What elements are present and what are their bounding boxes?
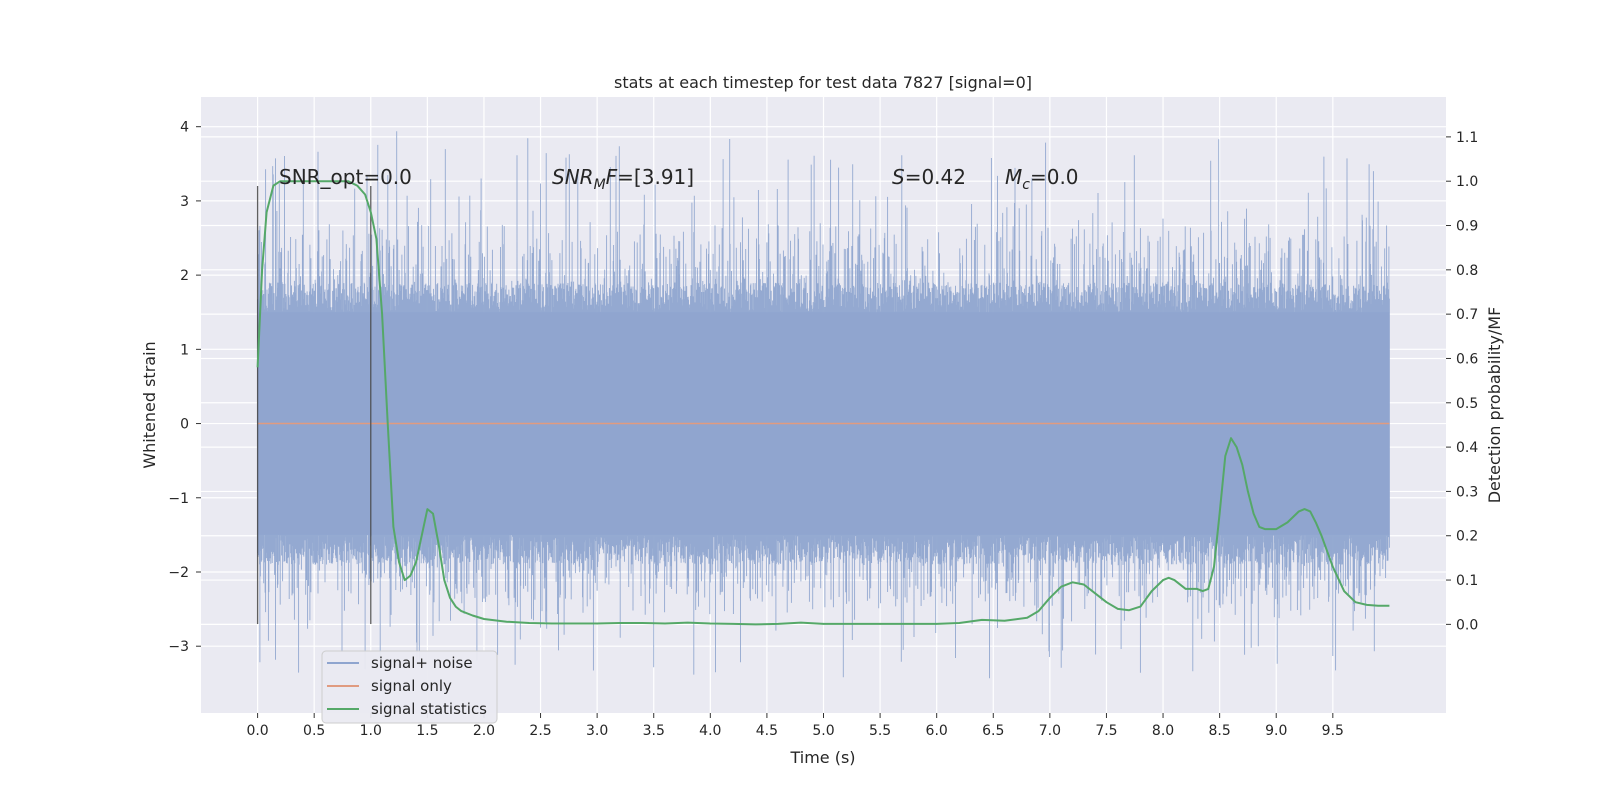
- x-tick-label: 6.5: [982, 723, 1004, 739]
- axes-layer: 0.0 0.5 1.0 1.5 2.0 2.5 3.0 3.5 4.0 4.5 5.0 5.5 6.0 6…: [168, 120, 1478, 739]
- x-tick-label: 7.0: [1039, 723, 1061, 739]
- y-axis-label: Whitened strain: [140, 341, 159, 468]
- s-symbol: S: [892, 165, 905, 189]
- annotations: SNR_opt=0.0 SNRMF=[3.91] S=0.42 Mc=0.0: [279, 165, 1079, 193]
- y-tick-label: 1: [180, 342, 189, 358]
- x-tick-label: 4.5: [756, 723, 778, 739]
- legend-box: [321, 650, 498, 724]
- legend: signal+ noise signal only signal statist…: [321, 650, 498, 724]
- y-right-tick-label: 0.5: [1456, 396, 1478, 412]
- y-right-tick-label: 0.1: [1456, 573, 1478, 589]
- y-right-tick-label: 0.3: [1456, 484, 1478, 500]
- x-tick-label: 3.5: [643, 723, 665, 739]
- x-tick-label: 7.5: [1095, 723, 1117, 739]
- annotation-snr-mf: SNRMF=[3.91]: [552, 165, 694, 193]
- x-axis-label: Time (s): [789, 748, 855, 767]
- x-tick-label: 8.5: [1209, 723, 1231, 739]
- legend-label-signal: signal only: [371, 677, 452, 695]
- y-right-tick-label: 0.6: [1456, 351, 1478, 367]
- y-tick-label: 2: [180, 268, 189, 284]
- signal-statistics-line: [256, 180, 1390, 626]
- legend-label-stats: signal statistics: [371, 700, 487, 718]
- x-tick-label: 6.0: [926, 723, 948, 739]
- x-tick-label: 1.5: [416, 723, 438, 739]
- x-tick-label: 9.0: [1265, 723, 1287, 739]
- x-tick-label: 2.5: [529, 723, 551, 739]
- y-tick-label: −1: [168, 491, 189, 507]
- y-right-axis-label: Detection probability/MF: [1485, 307, 1504, 504]
- annotation-snr-opt: SNR_opt=0.0: [279, 165, 412, 189]
- x-tick-label: 5.5: [869, 723, 891, 739]
- snr-mf-subscript: M: [594, 177, 606, 193]
- y-right-tick-label: 0.2: [1456, 529, 1478, 545]
- mc-subscript: c: [1022, 177, 1030, 193]
- y-right-tick-label: 0.0: [1456, 617, 1478, 633]
- x-tick-label: 2.0: [473, 723, 495, 739]
- y-tick-label: 4: [180, 120, 189, 136]
- x-tick-label: 8.0: [1152, 723, 1174, 739]
- chart-title: stats at each timestep for test data 782…: [614, 73, 1032, 92]
- x-tick-label: 4.0: [699, 723, 721, 739]
- s-value: =0.42: [905, 165, 966, 189]
- x-tick-label: 5.0: [812, 723, 834, 739]
- x-tick-label: 9.5: [1322, 723, 1344, 739]
- annotation-mc: Mc=0.0: [1005, 165, 1079, 193]
- mc-symbol: M: [1005, 165, 1022, 189]
- y-right-tick-label: 0.4: [1456, 440, 1478, 456]
- y-right-tick-label: 1.0: [1456, 174, 1478, 190]
- annotation-s: S=0.42: [892, 165, 966, 189]
- legend-label-noise: signal+ noise: [371, 654, 473, 672]
- x-tick-label: 0.0: [246, 723, 268, 739]
- snr-mf-value: =[3.91]: [617, 165, 694, 189]
- y-tick-label: 3: [180, 194, 189, 210]
- y-right-tick-label: 1.1: [1456, 130, 1478, 146]
- x-tick-label: 3.0: [586, 723, 608, 739]
- snr-mf-symbol-f: F: [606, 165, 618, 189]
- x-tick-label: 1.0: [360, 723, 382, 739]
- y-right-tick-label: 0.9: [1456, 219, 1478, 235]
- y-tick-label: −2: [168, 565, 189, 581]
- y-tick-label: 0: [180, 417, 189, 433]
- y-right-tick-label: 0.8: [1456, 263, 1478, 279]
- x-tick-label: 0.5: [303, 723, 325, 739]
- mc-value: =0.0: [1030, 165, 1079, 189]
- y-right-tick-label: 0.7: [1456, 307, 1478, 323]
- y-tick-label: −3: [168, 639, 189, 655]
- snr-mf-symbol: SNR: [552, 165, 594, 189]
- lines-layer: [256, 180, 1390, 626]
